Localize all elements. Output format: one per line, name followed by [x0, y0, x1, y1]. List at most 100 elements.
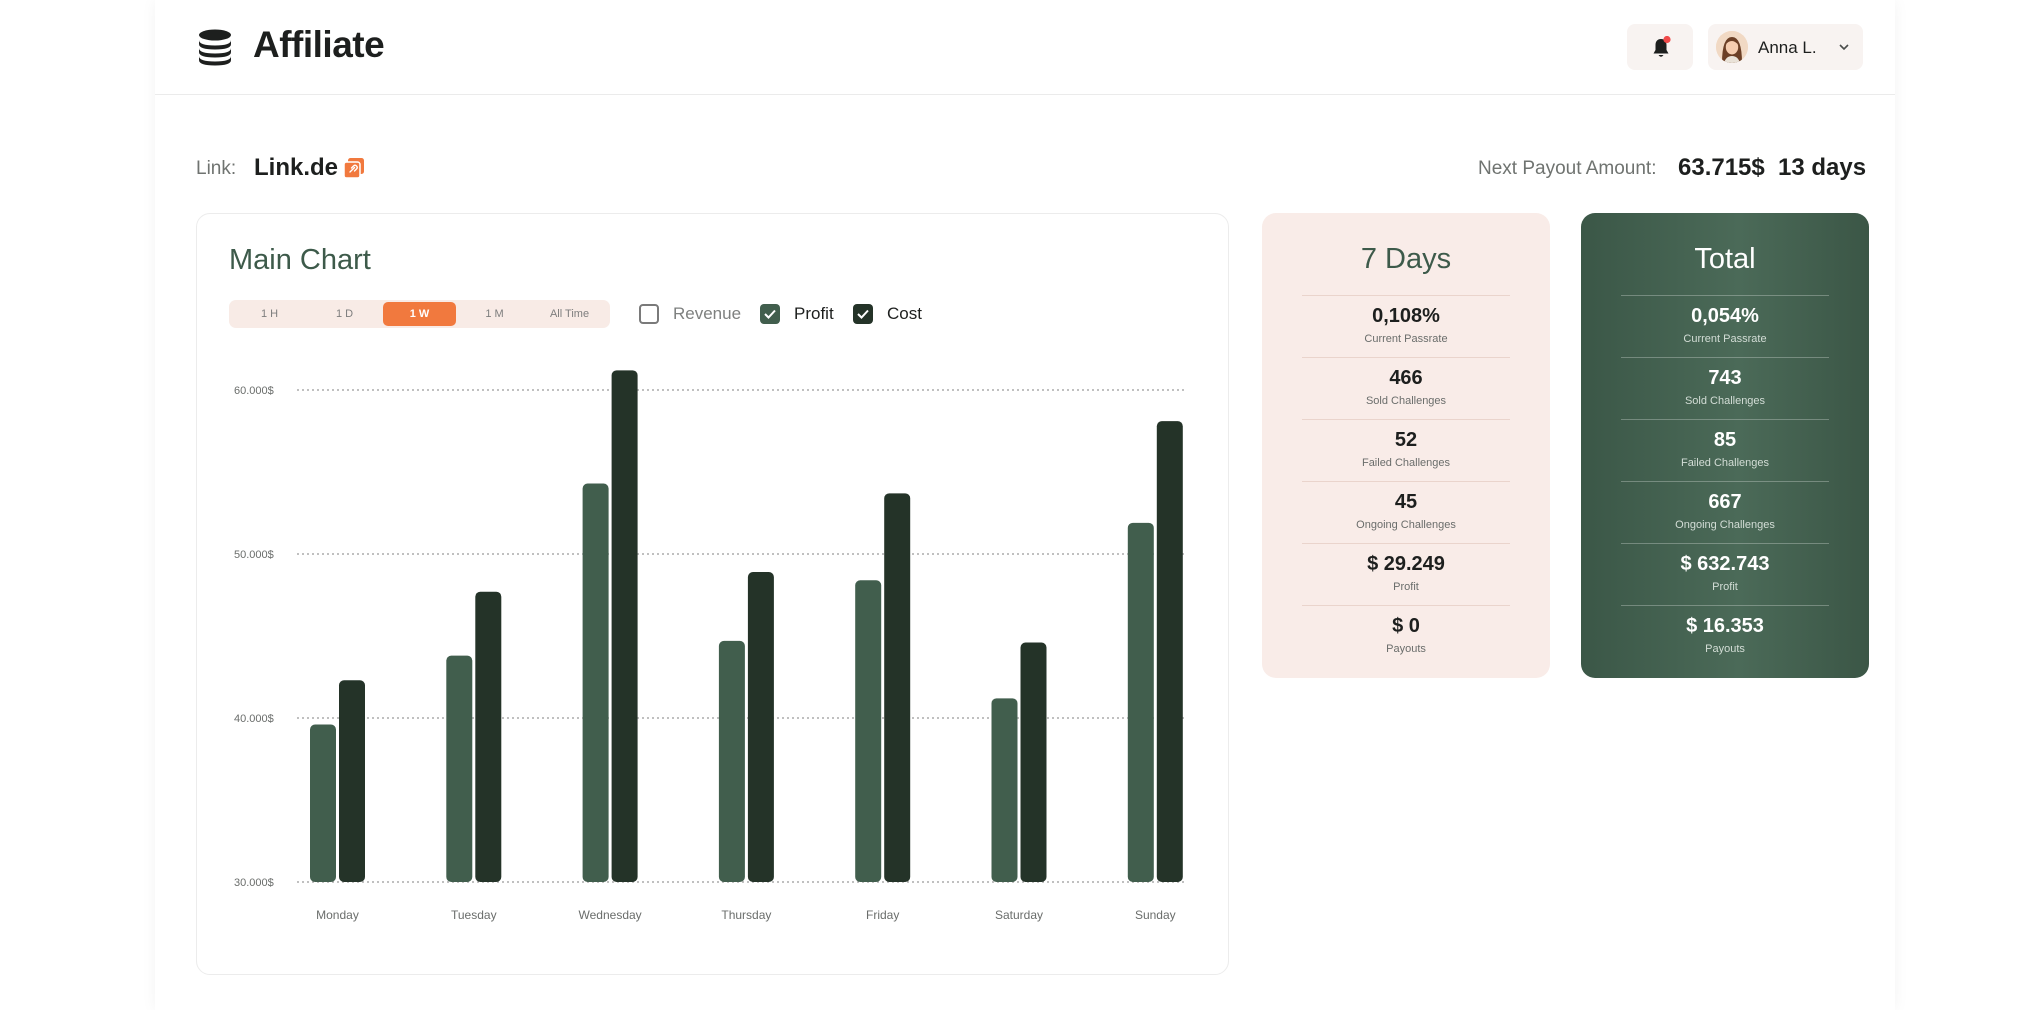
bar-profit-wednesday[interactable] — [582, 483, 609, 882]
bar-chart: 30.000$ 40.000$ 50.000$ 60.000$ Monday Tuesda… — [234, 370, 1187, 922]
stats-total-title: Total — [1694, 243, 1756, 275]
app-window: Affiliate Anna L. — [155, 0, 1895, 1010]
bar-profit-saturday[interactable] — [991, 698, 1018, 882]
bar-cost-tuesday[interactable] — [475, 591, 502, 882]
stat-sold-challenges: 743 Sold Challenges — [1621, 357, 1829, 419]
x-tick-label: Friday — [866, 908, 899, 922]
bar-cost-thursday[interactable] — [747, 572, 774, 882]
stat-value: 85 — [1713, 429, 1737, 451]
legend-revenue-toggle[interactable]: Revenue — [639, 303, 742, 325]
link-label: Link: — [196, 158, 237, 179]
user-menu-button[interactable]: Anna L. — [1708, 24, 1863, 70]
checkmark-icon — [857, 309, 869, 319]
stats-7-days-title: 7 Days — [1360, 243, 1452, 275]
stat-label: Ongoing Challenges — [1675, 519, 1775, 531]
x-tick-label: Wednesday — [579, 908, 642, 922]
range-button-1d[interactable]: 1 D — [335, 308, 354, 320]
chevron-down-icon — [1839, 44, 1849, 51]
stat-value: 52 — [1394, 429, 1418, 451]
stat-value: $ 632.743 — [1680, 553, 1770, 575]
avatar — [1716, 31, 1748, 63]
time-range-selector: 1 H 1 D 1 W 1 M All Time — [229, 300, 610, 328]
stat-label: Profit — [1393, 581, 1419, 593]
brand-title: Affiliate — [253, 24, 385, 65]
stat-current-passrate: 0,054% Current Passrate — [1621, 295, 1829, 357]
legend-cost-label: Cost — [887, 304, 922, 323]
stat-payouts: $ 0 Payouts — [1302, 605, 1510, 667]
stat-value: 45 — [1394, 491, 1418, 513]
notification-dot-icon — [1663, 36, 1671, 44]
y-tick-label: 50.000$ — [234, 549, 274, 561]
stat-label: Sold Challenges — [1684, 395, 1766, 407]
legend-profit-label: Profit — [794, 304, 834, 323]
x-tick-label: Sunday — [1135, 908, 1176, 922]
bar-profit-tuesday[interactable] — [446, 655, 473, 882]
stat-ongoing-challenges: 667 Ongoing Challenges — [1621, 481, 1829, 543]
user-name: Anna L. — [1758, 38, 1817, 57]
stat-current-passrate: 0,108% Current Passrate — [1302, 295, 1510, 357]
range-button-1m[interactable]: 1 M — [485, 308, 504, 320]
stat-label: Current Passrate — [1683, 333, 1767, 345]
y-tick-label: 40.000$ — [234, 713, 274, 725]
chart-title: Main Chart — [229, 244, 371, 276]
y-tick-label: 30.000$ — [234, 877, 274, 889]
legend-profit-toggle[interactable]: Profit — [760, 303, 840, 325]
stat-failed-challenges: 52 Failed Challenges — [1302, 419, 1510, 481]
stats-card-7-days: 7 Days 0,108% Current Passrate 466 Sold … — [1262, 213, 1550, 678]
x-tick-label: Monday — [316, 908, 359, 922]
stat-value: 743 — [1708, 367, 1742, 389]
next-payout-amount: 63.715$ — [1678, 154, 1765, 181]
stat-profit: $ 632.743 Profit — [1621, 543, 1829, 605]
stat-label: Payouts — [1386, 643, 1426, 655]
bar-cost-monday[interactable] — [339, 680, 365, 882]
bar-cost-wednesday[interactable] — [611, 370, 638, 882]
stat-value: 0,108% — [1372, 305, 1440, 327]
copy-link-icon[interactable] — [342, 156, 366, 180]
bar-profit-monday[interactable] — [310, 724, 336, 882]
stat-value: $ 29.249 — [1367, 553, 1445, 575]
stat-label: Profit — [1712, 581, 1738, 593]
stats-card-total: Total 0,054% Current Passrate 743 Sold C… — [1581, 213, 1869, 678]
top-header: Affiliate Anna L. — [155, 0, 1895, 95]
stat-profit: $ 29.249 Profit — [1302, 543, 1510, 605]
affiliate-link[interactable]: Link.de — [254, 154, 339, 181]
stat-value: 466 — [1389, 367, 1423, 389]
notifications-button[interactable] — [1627, 24, 1693, 70]
stat-label: Failed Challenges — [1680, 457, 1770, 469]
bar-profit-friday[interactable] — [855, 580, 882, 882]
bar-profit-thursday[interactable] — [718, 640, 745, 882]
x-tick-label: Tuesday — [451, 908, 497, 922]
bar-cost-sunday[interactable] — [1156, 421, 1183, 882]
revenue-checkbox[interactable] — [639, 304, 659, 324]
legend-revenue-label: Revenue — [673, 304, 742, 323]
user-avatar-icon — [1716, 31, 1748, 63]
stat-label: Ongoing Challenges — [1356, 519, 1456, 531]
y-tick-label: 60.000$ — [234, 385, 274, 397]
next-payout-label: Next Payout Amount: — [1478, 158, 1657, 179]
legend-cost-toggle[interactable]: Cost — [853, 303, 933, 325]
bar-cost-saturday[interactable] — [1020, 642, 1047, 882]
stat-label: Payouts — [1705, 643, 1745, 655]
stat-label: Current Passrate — [1364, 333, 1448, 345]
stat-payouts: $ 16.353 Payouts — [1621, 605, 1829, 667]
stat-value: 0,054% — [1691, 305, 1759, 327]
bar-cost-friday[interactable] — [884, 493, 911, 882]
stat-value: 667 — [1708, 491, 1742, 513]
stat-failed-challenges: 85 Failed Challenges — [1621, 419, 1829, 481]
profit-checkbox[interactable] — [760, 304, 780, 324]
x-tick-label: Saturday — [995, 908, 1043, 922]
range-button-all-time[interactable]: All Time — [549, 308, 590, 320]
x-tick-label: Thursday — [721, 908, 771, 922]
cost-checkbox[interactable] — [853, 304, 873, 324]
bar-profit-sunday[interactable] — [1127, 522, 1154, 882]
range-button-1h[interactable]: 1 H — [260, 308, 279, 320]
stat-ongoing-challenges: 45 Ongoing Challenges — [1302, 481, 1510, 543]
checkmark-icon — [764, 309, 776, 319]
next-payout-days: 13 days — [1778, 154, 1867, 181]
bell-icon — [1653, 36, 1671, 57]
stat-sold-challenges: 466 Sold Challenges — [1302, 357, 1510, 419]
stat-label: Failed Challenges — [1361, 457, 1451, 469]
database-logo-icon[interactable] — [195, 27, 235, 67]
stat-label: Sold Challenges — [1365, 395, 1447, 407]
range-button-1w[interactable]: 1 W — [383, 302, 456, 326]
